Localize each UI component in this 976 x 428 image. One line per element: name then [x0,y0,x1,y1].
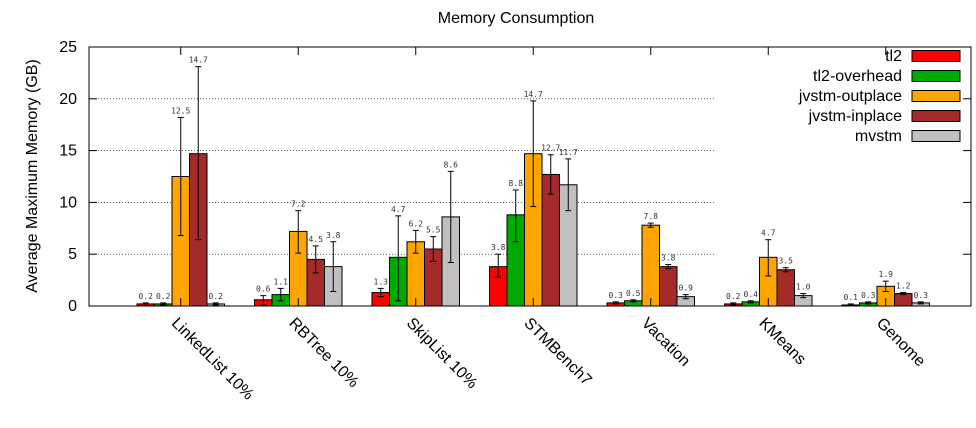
data-label: 7.2 [291,200,306,209]
legend-label-mvstm: mvstm [855,128,902,145]
y-tick-label: 5 [68,246,77,263]
data-labels: 0.2 0.212.514.70.20.61.17.24.5 3.81.34.76.… [139,56,929,302]
data-label: 0.1 [844,293,859,302]
data-label: 4.5 [309,235,324,244]
data-label: 0.2 [139,292,154,301]
data-label: 3.8 [491,243,506,252]
data-label: 3.5 [779,257,794,266]
legend-swatch-jvstm-inplace [911,110,961,122]
legend-label-jvstm-inplace: jvstm-inplace [808,108,902,125]
x-tick-label: Genome [873,315,928,370]
legend-swatch-mvstm [911,130,961,142]
plot-frame [88,46,972,307]
data-label: 14.7 [189,56,208,65]
data-label: 4.7 [391,205,406,214]
data-label: 5.5 [426,226,441,235]
x-tick-label: STMBench7 [520,315,594,389]
y-tick-label: 20 [59,91,77,108]
x-tick-label: Vacation [638,315,693,370]
data-label: 0.3 [914,291,929,300]
data-label: 12.5 [171,106,190,115]
chart-title: Memory Consumption [438,10,595,27]
data-label: 1.2 [896,282,911,291]
data-label: 8.8 [509,179,524,188]
x-tick-label: KMeans [755,315,809,369]
data-label: 6.2 [409,219,424,228]
data-label: 0.3 [609,291,624,300]
data-label: 8.6 [444,160,459,169]
data-label: 0.3 [861,291,876,300]
legend-label-jvstm-outplace: jvstm-outplace [798,88,902,105]
bar-jvstm-inplace [659,266,678,307]
data-label: 0.5 [626,289,641,298]
bar-jvstm-outplace [641,224,660,307]
data-label: 3.8 [326,231,341,240]
gridlines [89,98,714,255]
data-label: 0.2 [726,292,741,301]
x-tick-label: LinkedList 10% [168,315,257,404]
bar-jvstm-inplace [894,293,913,307]
legend-label-tl2: tl2 [885,48,902,65]
data-label: 0.2 [156,292,171,301]
data-label: 0.9 [679,284,694,293]
data-label: 4.7 [761,229,776,238]
data-label: 0.4 [744,290,759,299]
data-label: 1.3 [374,277,389,286]
y-tick-label: 0 [68,298,77,315]
legend-label-tl2-overhead: tl2-overhead [813,68,902,85]
legend-swatch-jvstm-outplace [911,90,961,102]
y-tick-label: 10 [59,194,77,211]
y-axis-label: Average Maximum Memory (GB) [24,59,41,293]
data-label: 14.7 [524,90,543,99]
bar-jvstm-inplace [776,269,795,307]
data-label: 11.7 [559,148,578,157]
data-label: 7.8 [644,212,659,221]
data-label: 12.7 [541,144,560,153]
data-label: 1.0 [796,283,811,292]
legend: tl2 tl2-overhead jvstm-outplace jvstm-inpla… [798,48,961,145]
data-label: 3.8 [661,254,676,263]
data-label: 0.6 [256,285,271,294]
data-label: 1.9 [879,270,894,279]
data-label: 1.1 [274,277,289,286]
data-label: 0.2 [209,292,224,301]
x-tick-label: RBTree 10% [285,315,361,391]
legend-swatch-tl2 [911,50,961,62]
y-tick-label: 15 [59,143,77,160]
bars [136,66,930,307]
y-tick-label: 25 [59,39,77,56]
x-tick-label: SkipList 10% [403,315,480,392]
legend-swatch-tl2-overhead [911,70,961,82]
